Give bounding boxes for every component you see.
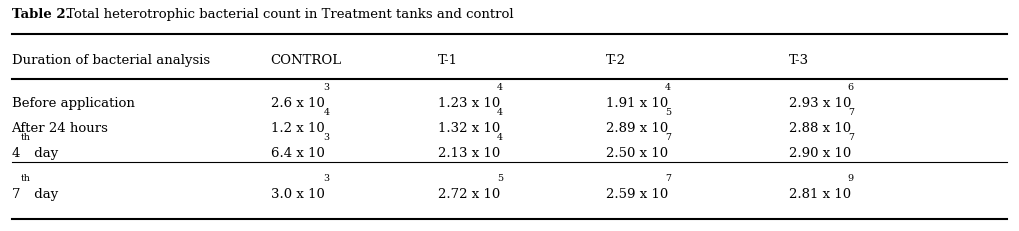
Text: 1.23 x 10: 1.23 x 10 bbox=[438, 96, 500, 109]
Text: 3: 3 bbox=[323, 82, 329, 91]
Text: 7: 7 bbox=[664, 174, 671, 183]
Text: Before application: Before application bbox=[11, 96, 135, 109]
Text: 9: 9 bbox=[848, 174, 854, 183]
Text: 3: 3 bbox=[323, 133, 329, 142]
Text: Total heterotrophic bacterial count in Treatment tanks and control: Total heterotrophic bacterial count in T… bbox=[62, 8, 514, 21]
Text: th: th bbox=[20, 133, 31, 142]
Text: 3.0 x 10: 3.0 x 10 bbox=[271, 187, 325, 200]
Text: day: day bbox=[31, 187, 58, 200]
Text: 4: 4 bbox=[323, 107, 329, 116]
Text: 4: 4 bbox=[497, 82, 503, 91]
Text: th: th bbox=[20, 174, 31, 183]
Text: 7: 7 bbox=[848, 133, 854, 142]
Text: 2.72 x 10: 2.72 x 10 bbox=[438, 187, 500, 200]
Text: 1.2 x 10: 1.2 x 10 bbox=[271, 121, 324, 134]
Text: 7: 7 bbox=[664, 133, 671, 142]
Text: 5: 5 bbox=[664, 107, 671, 116]
Text: Duration of bacterial analysis: Duration of bacterial analysis bbox=[11, 54, 210, 67]
Text: 2.90 x 10: 2.90 x 10 bbox=[789, 146, 851, 159]
Text: 4: 4 bbox=[664, 82, 671, 91]
Text: 3: 3 bbox=[323, 174, 329, 183]
Text: 2.93 x 10: 2.93 x 10 bbox=[789, 96, 851, 109]
Text: 2.13 x 10: 2.13 x 10 bbox=[438, 146, 500, 159]
Text: 4: 4 bbox=[11, 146, 20, 159]
Text: CONTROL: CONTROL bbox=[271, 54, 341, 67]
Text: 2.88 x 10: 2.88 x 10 bbox=[789, 121, 851, 134]
Text: Table 2.: Table 2. bbox=[11, 8, 70, 21]
Text: 2.81 x 10: 2.81 x 10 bbox=[789, 187, 851, 200]
Text: 6: 6 bbox=[848, 82, 854, 91]
Text: 2.6 x 10: 2.6 x 10 bbox=[271, 96, 325, 109]
Text: 7: 7 bbox=[848, 107, 854, 116]
Text: T-1: T-1 bbox=[438, 54, 459, 67]
Text: 4: 4 bbox=[497, 133, 503, 142]
Text: 6.4 x 10: 6.4 x 10 bbox=[271, 146, 325, 159]
Text: 1.91 x 10: 1.91 x 10 bbox=[606, 96, 668, 109]
Text: 4: 4 bbox=[497, 107, 503, 116]
Text: day: day bbox=[31, 146, 58, 159]
Text: 2.89 x 10: 2.89 x 10 bbox=[606, 121, 668, 134]
Text: 2.59 x 10: 2.59 x 10 bbox=[606, 187, 668, 200]
Text: 7: 7 bbox=[11, 187, 20, 200]
Text: 2.50 x 10: 2.50 x 10 bbox=[606, 146, 668, 159]
Text: 1.32 x 10: 1.32 x 10 bbox=[438, 121, 500, 134]
Text: 5: 5 bbox=[497, 174, 503, 183]
Text: After 24 hours: After 24 hours bbox=[11, 121, 108, 134]
Text: T-3: T-3 bbox=[789, 54, 809, 67]
Text: T-2: T-2 bbox=[606, 54, 626, 67]
